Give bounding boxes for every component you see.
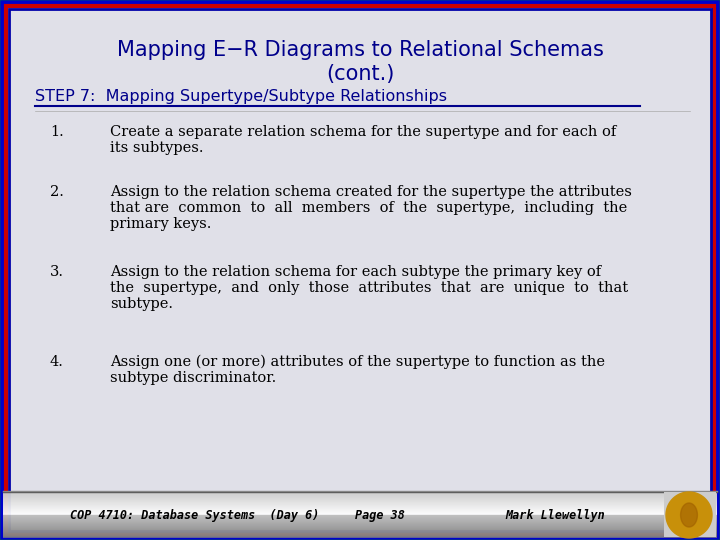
- Text: 1.: 1.: [50, 125, 64, 139]
- Text: subtype.: subtype.: [110, 297, 173, 311]
- Text: Assign one (or more) attributes of the supertype to function as the: Assign one (or more) attributes of the s…: [110, 355, 605, 369]
- Text: Mark Llewellyn: Mark Llewellyn: [505, 509, 605, 522]
- Polygon shape: [680, 503, 698, 527]
- Bar: [664, 492, 716, 537]
- Text: its subtypes.: its subtypes.: [110, 141, 204, 155]
- Text: primary keys.: primary keys.: [110, 217, 212, 231]
- Text: COP 4710: Database Systems  (Day 6): COP 4710: Database Systems (Day 6): [71, 509, 320, 522]
- Text: STEP 7:  Mapping Supertype/Subtype Relationships: STEP 7: Mapping Supertype/Subtype Relati…: [35, 90, 447, 105]
- Text: the  supertype,  and  only  those  attributes  that  are  unique  to  that: the supertype, and only those attributes…: [110, 281, 628, 295]
- Text: subtype discriminator.: subtype discriminator.: [110, 371, 276, 385]
- Text: 4.: 4.: [50, 355, 64, 369]
- Text: Page 38: Page 38: [355, 509, 405, 522]
- Text: Mapping E−R Diagrams to Relational Schemas: Mapping E−R Diagrams to Relational Schem…: [117, 40, 603, 60]
- Text: 3.: 3.: [50, 265, 64, 279]
- Text: (cont.): (cont.): [326, 64, 394, 84]
- Text: Assign to the relation schema for each subtype the primary key of: Assign to the relation schema for each s…: [110, 265, 601, 279]
- Text: 2.: 2.: [50, 185, 64, 199]
- Polygon shape: [666, 492, 712, 538]
- Text: that are  common  to  all  members  of  the  supertype,  including  the: that are common to all members of the su…: [110, 201, 627, 215]
- Text: Create a separate relation schema for the supertype and for each of: Create a separate relation schema for th…: [110, 125, 616, 139]
- Text: Assign to the relation schema created for the supertype the attributes: Assign to the relation schema created fo…: [110, 185, 632, 199]
